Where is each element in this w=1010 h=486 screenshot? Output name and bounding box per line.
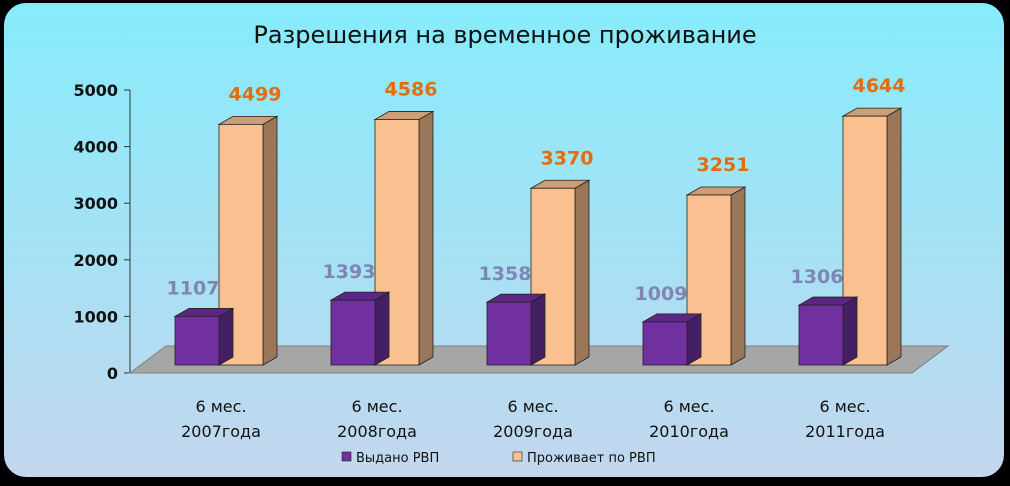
bar-series-1	[641, 313, 703, 366]
bar-front-face	[642, 321, 688, 366]
bar-side-face	[730, 186, 746, 366]
legend-label: Выдано РВП	[356, 451, 439, 466]
data-label-series-1: 1009	[635, 283, 688, 305]
bar-series-1	[329, 291, 391, 366]
legend-swatch	[341, 451, 352, 462]
bar-side-face	[262, 115, 278, 366]
data-label-series-1: 1358	[479, 263, 532, 285]
bar-series-2	[373, 110, 435, 366]
bar-side-face	[218, 307, 234, 366]
y-tick-label: 5000	[73, 81, 118, 100]
bar-series-1	[173, 307, 235, 366]
chart-title: Разрешения на временное проживание	[253, 21, 756, 49]
data-label-series-2: 3370	[541, 147, 594, 169]
x-tick-label: 6 мес. 2009года	[493, 397, 573, 441]
bar-side-face	[418, 110, 434, 366]
y-tick-label: 3000	[73, 194, 118, 213]
data-label-series-2: 4499	[229, 83, 282, 105]
x-tick-label: 6 мес. 2011года	[805, 397, 885, 441]
y-tick-label: 0	[107, 364, 118, 383]
bar-front-face	[486, 301, 532, 366]
bar-front-face	[798, 304, 844, 366]
bar-side-face	[842, 296, 858, 366]
data-label-series-2: 4644	[853, 75, 906, 97]
data-label-series-2: 4586	[385, 78, 438, 100]
y-tick-label: 2000	[73, 251, 118, 270]
bar-front-face	[330, 299, 376, 366]
data-label-series-2: 3251	[697, 154, 750, 176]
bar-side-face	[574, 179, 590, 366]
legend-item-1: Выдано РВП	[341, 451, 439, 466]
bar-series-1	[485, 293, 547, 366]
data-label-series-1: 1393	[323, 261, 376, 283]
bar-side-face	[374, 291, 390, 366]
y-tick-label: 4000	[73, 138, 118, 157]
data-label-series-1: 1107	[167, 277, 220, 299]
bar-side-face	[686, 313, 702, 366]
legend-item-2: Проживает по РВП	[512, 451, 656, 466]
bar-front-face	[174, 315, 220, 366]
y-tick-label: 1000	[73, 307, 118, 326]
bar-series-1	[797, 296, 859, 366]
bar-side-face	[886, 107, 902, 366]
x-tick-label: 6 мес. 2007года	[181, 397, 261, 441]
data-label-series-1: 1306	[791, 266, 844, 288]
x-tick-label: 6 мес. 2008года	[337, 397, 417, 441]
legend-swatch	[512, 451, 523, 462]
bar-side-face	[530, 293, 546, 366]
x-tick-label: 6 мес. 2010года	[649, 397, 729, 441]
legend-label: Проживает по РВП	[527, 451, 656, 466]
